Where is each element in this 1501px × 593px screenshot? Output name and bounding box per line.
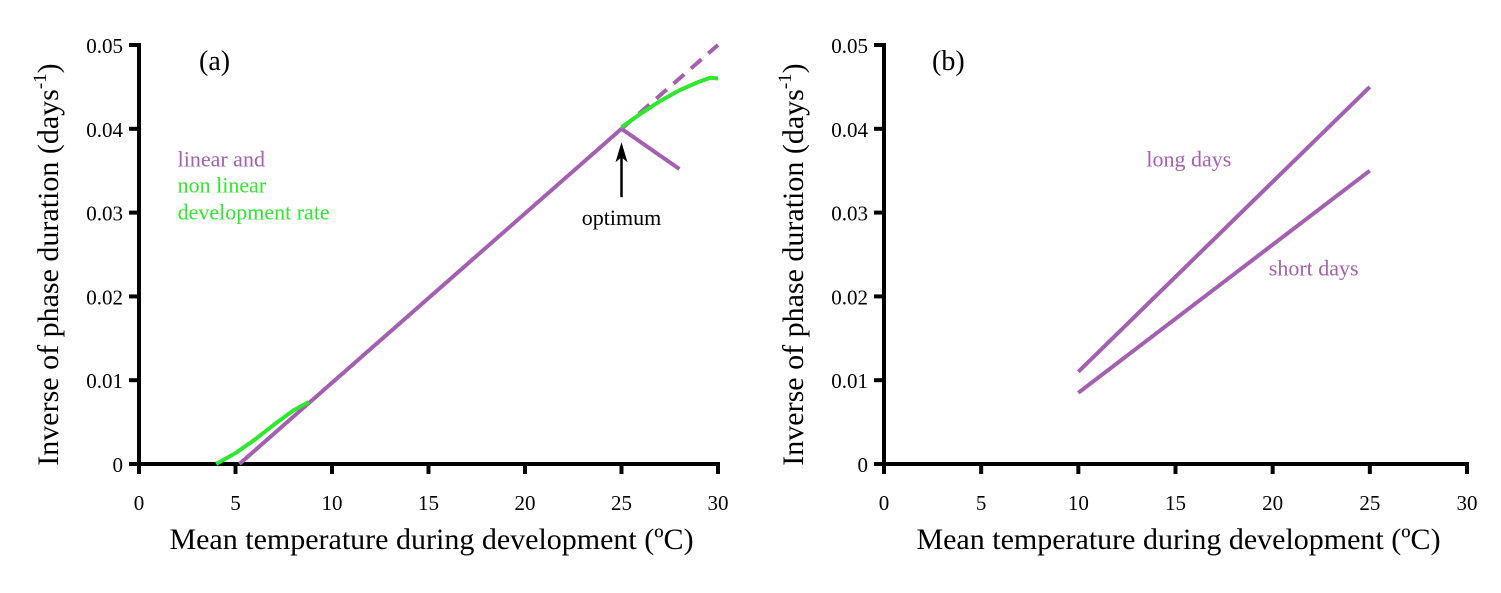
panel-label: (a) — [199, 46, 230, 77]
x-tick-label: 25 — [611, 491, 632, 515]
optimum-arrow-head-icon — [615, 142, 628, 163]
x-tick-label: 15 — [418, 491, 439, 515]
annotation-development-rate: development rate — [178, 199, 330, 224]
y-axis-title-superscript: -1 — [775, 73, 796, 89]
series-line-long-days — [1076, 85, 1372, 374]
y-tick-label: 0.01 — [86, 369, 123, 393]
x-tick-label: 5 — [976, 491, 987, 515]
x-tick-label: 20 — [1262, 491, 1283, 515]
y-tick-label: 0.02 — [831, 285, 868, 309]
annotation-linear-and: linear and — [178, 147, 265, 172]
series-line-linear-development-rate — [238, 127, 623, 466]
y-tick-label: 0.04 — [86, 118, 123, 142]
panel-label: (b) — [932, 46, 965, 77]
y-axis-title-main: Inverse of phase duration (days — [32, 89, 65, 466]
x-tick-label: 0 — [134, 491, 145, 515]
y-tick-label: 0.01 — [831, 369, 868, 393]
series-line-short-days — [1077, 169, 1372, 395]
panel-b: 0 0.01 0.02 0.03 0.04 0.05 0 5 10 15 20 25 30 Mean te… — [775, 34, 1478, 556]
y-axis-title: Inverse of phase duration (days-1) — [30, 63, 65, 465]
y-tick-label: 0.05 — [831, 34, 868, 58]
x-tick-label: 10 — [1068, 491, 1089, 515]
y-axis-title-close: ) — [777, 63, 810, 73]
panel-a: 0 0.01 0.02 0.03 0.04 0.05 0 5 10 15 20 25 30 Mean te… — [30, 34, 729, 556]
x-tick-label: 5 — [230, 491, 241, 515]
y-tick-label: 0.05 — [86, 34, 123, 58]
x-tick-label: 10 — [322, 491, 343, 515]
x-axis-title: Mean temperature during development (ºC) — [916, 523, 1440, 556]
y-tick-label: 0 — [113, 453, 124, 477]
y-tick-label: 0 — [858, 453, 869, 477]
annotation-optimum: optimum — [582, 205, 661, 230]
x-axis-title: Mean temperature during development (ºC) — [169, 523, 693, 556]
annotation-long-days: long days — [1146, 147, 1231, 172]
series-line-non-linear-development-rate-low-temperature — [215, 400, 310, 466]
y-tick-label: 0.03 — [86, 202, 123, 226]
x-tick-label: 20 — [515, 491, 536, 515]
y-axis-title-main: Inverse of phase duration (days — [777, 89, 810, 466]
y-axis-title: Inverse of phase duration (days-1) — [775, 63, 810, 465]
y-tick-label: 0.03 — [831, 202, 868, 226]
y-tick-label: 0.04 — [831, 118, 868, 142]
x-tick-label: 15 — [1165, 491, 1186, 515]
annotation-short-days: short days — [1269, 255, 1359, 280]
y-axis-title-close: ) — [32, 63, 65, 73]
x-tick-label: 30 — [708, 491, 729, 515]
y-tick-label: 0.02 — [86, 285, 123, 309]
x-tick-label: 30 — [1457, 491, 1478, 515]
series-line-linear-beyond-optimum-decline — [620, 127, 681, 171]
x-tick-label: 0 — [879, 491, 890, 515]
annotation-non-linear: non linear — [178, 172, 267, 197]
x-tick-label: 25 — [1359, 491, 1380, 515]
y-axis-title-superscript: -1 — [30, 73, 51, 89]
series-line-non-linear-development-rate-high-temperature — [620, 75, 719, 129]
